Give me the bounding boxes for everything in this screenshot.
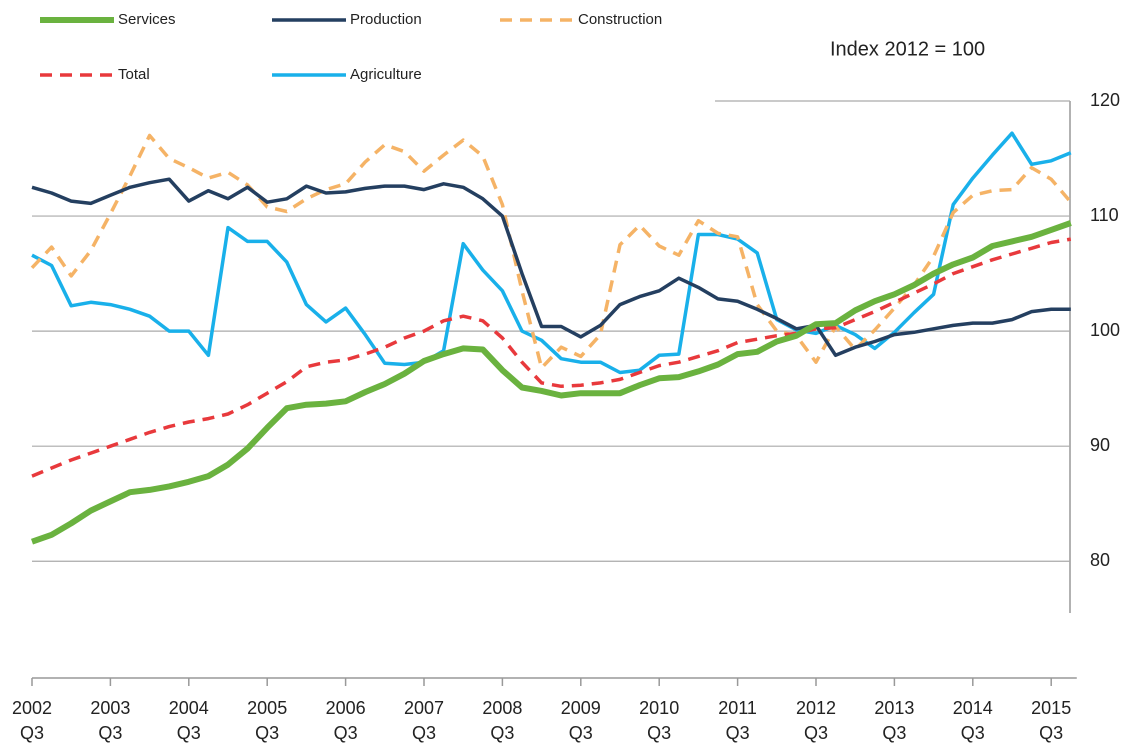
y-tick-label: 100	[1090, 320, 1120, 340]
x-tick-label: 2015 Q3	[1031, 698, 1072, 743]
y-tick-label: 120	[1090, 90, 1120, 110]
x-tick-label: 2004 Q3	[168, 698, 209, 743]
x-tick-label: 2011 Q3	[718, 698, 757, 743]
y-tick-label: 80	[1090, 550, 1110, 570]
series-line	[31, 177, 1071, 358]
legend-label: Total	[118, 66, 150, 83]
x-tick-label: 2006 Q3	[325, 698, 366, 743]
x-tick-label: 2008 Q3	[482, 698, 523, 743]
annotation: Index 2012 = 100	[830, 38, 985, 60]
y-tick-label: 90	[1090, 435, 1110, 455]
x-tick-label: 2010 Q3	[639, 698, 680, 743]
legend-label: Services	[118, 11, 176, 28]
series-line	[31, 237, 1072, 478]
legend-label: Agriculture	[350, 66, 422, 83]
x-tick-label: 2007 Q3	[403, 698, 445, 743]
x-tick-label: 2014 Q3	[952, 698, 993, 743]
series-line	[30, 133, 1073, 370]
series-line	[31, 220, 1072, 545]
legend-label: Construction	[578, 11, 662, 28]
y-tick-label: 110	[1090, 205, 1119, 225]
legend-label: Production	[350, 11, 422, 28]
x-tick-label: 2003 Q3	[90, 698, 131, 743]
x-tick-label: 2013 Q3	[874, 698, 915, 743]
x-tick-label: 2009 Q3	[560, 698, 601, 743]
x-tick-label: 2012 Q3	[795, 698, 837, 743]
x-tick-label: 2002 Q3	[11, 698, 53, 743]
series-line	[31, 131, 1072, 375]
x-tick-label: 2005 Q3	[247, 698, 288, 743]
